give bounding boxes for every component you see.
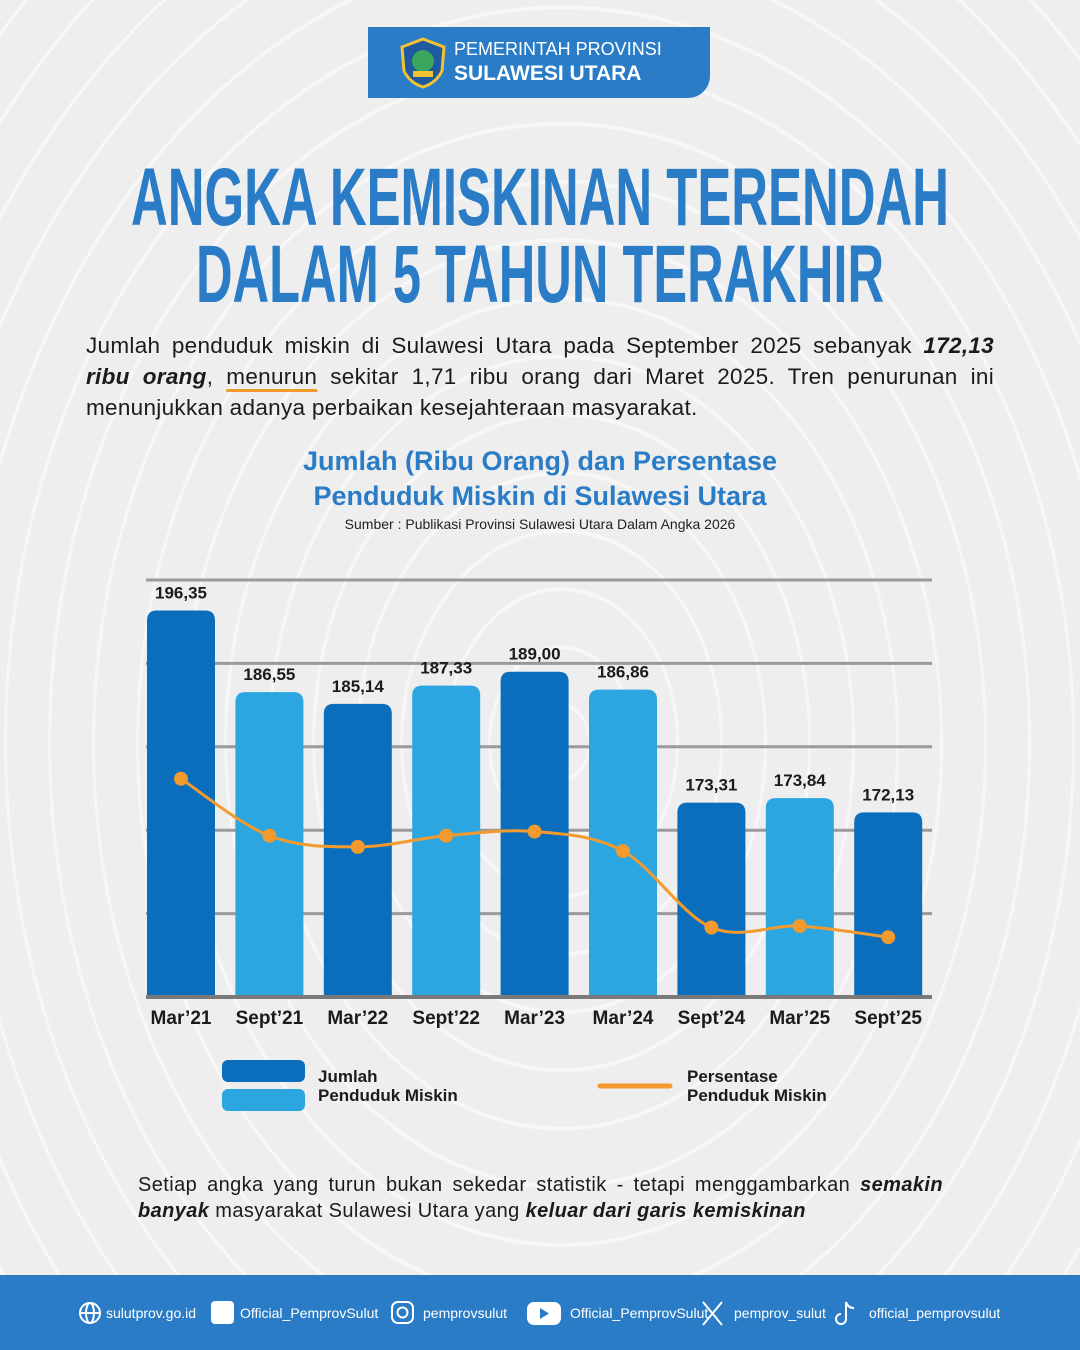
value-label: 185,14 bbox=[332, 677, 385, 696]
line-point bbox=[881, 930, 896, 945]
header-badge: PEMERINTAH PROVINSI SULAWESI UTARA bbox=[368, 27, 710, 98]
x-tick-label: Mar’23 bbox=[504, 1008, 565, 1029]
value-label: 172,13 bbox=[862, 785, 914, 804]
chart: 196,35 186,55 185,14 187,33 189,00 186,86 173,… bbox=[146, 578, 932, 1111]
text: masyarakat Sulawesi Utara yang bbox=[209, 1200, 526, 1222]
line-point bbox=[350, 839, 365, 854]
text: sekitar 1,71 ribu orang dari Maret 2025.… bbox=[86, 364, 994, 420]
line-point bbox=[792, 919, 807, 934]
logo bbox=[400, 37, 446, 89]
line-point bbox=[439, 828, 454, 843]
closing-paragraph: Setiap angka yang turun bukan sekedar st… bbox=[138, 1172, 943, 1224]
footer: sulutprov.go.id Official_PemprovSulut pe… bbox=[0, 1275, 1080, 1350]
line-point bbox=[704, 920, 719, 935]
text: Jumlah penduduk miskin di Sulawesi Utara… bbox=[86, 333, 924, 358]
x-tick-label: Sept’24 bbox=[678, 1008, 746, 1029]
line-point bbox=[262, 828, 277, 843]
x-tick-label: Mar’25 bbox=[769, 1008, 830, 1029]
line-point bbox=[616, 844, 630, 859]
line-point bbox=[174, 771, 188, 786]
bar bbox=[235, 692, 304, 997]
footer-link[interactable]: official_pemprovsulut bbox=[869, 1305, 1001, 1321]
highlight: menurun bbox=[226, 364, 318, 389]
value-label: 189,00 bbox=[509, 645, 561, 664]
chart-source: Sumber : Publikasi Provinsi Sulawesi Uta… bbox=[344, 516, 736, 532]
line-point bbox=[527, 824, 542, 839]
legend-label: Persentase Penduduk Miskin bbox=[687, 1067, 827, 1105]
value-label: 196,35 bbox=[155, 583, 207, 602]
footer-link[interactable]: Official_PemprovSulut bbox=[240, 1305, 379, 1321]
value-label: 186,55 bbox=[243, 665, 295, 684]
chart-title: Jumlah (Ribu Orang) dan Persentase Pendu… bbox=[302, 446, 778, 511]
header-line1: PEMERINTAH PROVINSI bbox=[454, 39, 662, 59]
bar bbox=[677, 802, 746, 997]
legend-label: Jumlah Penduduk Miskin bbox=[318, 1067, 458, 1105]
x-tick-label: Sept’21 bbox=[236, 1008, 304, 1029]
value-label: 173,84 bbox=[774, 771, 827, 790]
footer-link[interactable]: pemprovsulut bbox=[423, 1305, 508, 1321]
footer-icons bbox=[79, 1301, 855, 1326]
value-label: 173,31 bbox=[685, 776, 737, 795]
bar bbox=[589, 689, 657, 997]
intro-paragraph: Jumlah penduduk miskin di Sulawesi Utara… bbox=[86, 330, 994, 423]
footer-link[interactable]: pemprov_sulut bbox=[734, 1305, 826, 1321]
bar bbox=[765, 798, 834, 997]
x-tick-label: Mar’22 bbox=[327, 1008, 388, 1029]
x-tick-label: Sept’22 bbox=[412, 1008, 480, 1029]
title-line: DALAM 5 TAHUN TERAKHIR bbox=[196, 229, 884, 310]
highlight: keluar dari garis kemiskinan bbox=[525, 1200, 806, 1222]
footer-link[interactable]: sulutprov.go.id bbox=[106, 1305, 197, 1321]
footer-link[interactable]: Official_PemprovSulut bbox=[570, 1305, 709, 1321]
text: , bbox=[206, 364, 227, 389]
bar bbox=[147, 610, 215, 997]
x-tick-label: Mar’24 bbox=[593, 1008, 654, 1029]
value-label: 186,86 bbox=[597, 663, 649, 682]
legend-swatch bbox=[222, 1060, 305, 1082]
bar bbox=[854, 812, 923, 997]
highlight: 172,13 ribu orang bbox=[86, 333, 994, 389]
x-tick-label: Mar’21 bbox=[151, 1008, 212, 1029]
value-label: 187,33 bbox=[420, 659, 472, 678]
header-line2: SULAWESI UTARA bbox=[454, 62, 642, 85]
title: ANGKA KEMISKINAN TERENDAH DALAM 5 TAHUN … bbox=[131, 152, 949, 310]
highlight: semakin banyak bbox=[138, 1174, 943, 1222]
text: Setiap angka yang turun bukan sekedar st… bbox=[138, 1174, 861, 1196]
x-tick-label: Sept’25 bbox=[854, 1008, 922, 1029]
legend-swatch bbox=[222, 1089, 305, 1111]
title-line: ANGKA KEMISKINAN TERENDAH bbox=[131, 152, 949, 243]
